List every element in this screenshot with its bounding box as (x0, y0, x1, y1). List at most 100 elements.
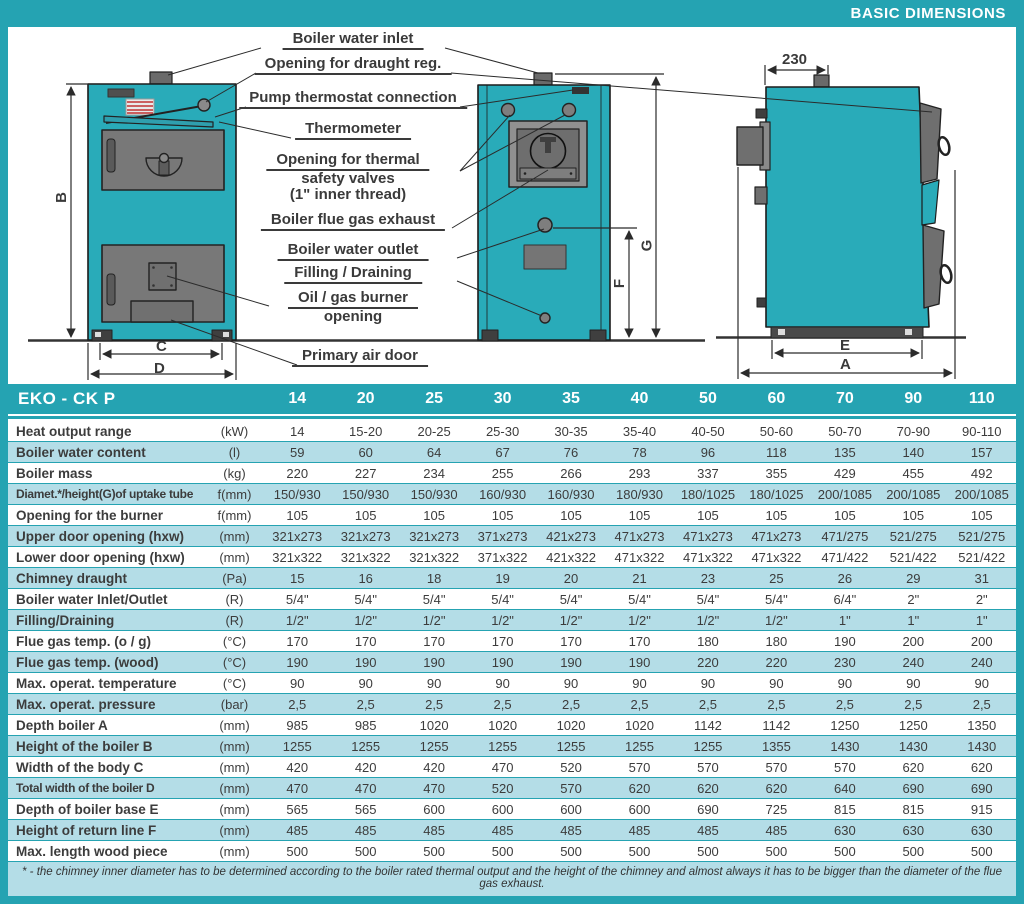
spec-cell: 471x322 (605, 546, 674, 568)
callout-thermal-safety-valves: Opening for thermal safety valves (1" in… (266, 152, 430, 203)
spec-cell: 240 (947, 651, 1016, 673)
spec-row-unit: (bar) (206, 693, 263, 715)
spec-cell: 266 (536, 462, 606, 484)
spec-cell: 485 (742, 819, 811, 841)
table-row: Max. operat. temperature (°C) 90 90 90 90 90 90… (8, 672, 1016, 694)
spec-cell: 5/4" (536, 588, 606, 610)
spec-cell: 90 (536, 672, 606, 694)
spec-cell: 1/2" (331, 609, 400, 631)
spec-cell: 25-30 (468, 421, 537, 442)
spec-cell: 500 (605, 840, 674, 862)
spec-cell: 815 (810, 798, 880, 820)
spec-cell: 485 (673, 819, 743, 841)
spec-cell: 59 (263, 441, 332, 463)
spec-cell: 1/2" (536, 609, 606, 631)
spec-cell: 6/4" (810, 588, 880, 610)
spec-cell: 170 (399, 630, 469, 652)
dim-label-F: F (611, 278, 629, 289)
table-row: Diamet.*/height(G)of uptake tube f(mm) 150… (8, 483, 1016, 505)
callout-pump-thermostat: Pump thermostat connection (239, 90, 467, 109)
spec-cell: 985 (263, 714, 332, 736)
table-row: Height of return line F (mm) 485 485 485 485 4… (8, 819, 1016, 841)
callout-label: Oil / gas burner (287, 290, 419, 309)
door-handle (158, 152, 170, 164)
spec-cell: 521/275 (879, 525, 948, 547)
spec-cell: 90 (742, 672, 811, 694)
spec-row-label: Max. length wood piece (8, 840, 206, 862)
table-row: Height of the boiler B (mm) 1255 1255 1255 12… (8, 735, 1016, 757)
spec-cell: 23 (673, 567, 743, 589)
spec-cell: 90-110 (947, 421, 1016, 442)
spec-cell: 2,5 (399, 693, 469, 715)
table-model-title: EKO - CK P (8, 384, 263, 414)
safety-valve-opening-right (561, 102, 577, 118)
spec-cell: 321x273 (331, 525, 400, 547)
spec-cell: 500 (331, 840, 400, 862)
spec-cell: 1255 (536, 735, 606, 757)
spec-row-label: Total width of the boiler D (8, 777, 206, 799)
spec-cell: 1255 (605, 735, 674, 757)
spec-cell: 1430 (947, 735, 1016, 757)
dim-label-C: C (156, 338, 167, 355)
spec-cell: 492 (947, 462, 1016, 484)
spec-row-unit: (mm) (206, 735, 263, 757)
spec-cell: 150/930 (331, 483, 400, 505)
spec-cell: 570 (673, 756, 743, 778)
spec-cell: 35-40 (605, 421, 674, 442)
spec-cell: 620 (742, 777, 811, 799)
spec-cell: 105 (263, 504, 332, 526)
spec-row-label: Height of return line F (8, 819, 206, 841)
spec-cell: 31 (947, 567, 1016, 589)
spec-cell: 5/4" (468, 588, 537, 610)
spec-cell: 5/4" (605, 588, 674, 610)
dim-label-A: A (840, 356, 851, 373)
leader-lines (166, 47, 933, 366)
spec-cell: 500 (263, 840, 332, 862)
spec-cell: 1/2" (263, 609, 332, 631)
spec-row-unit: (mm) (206, 798, 263, 820)
spec-cell: 2,5 (536, 693, 606, 715)
spec-cell: 570 (742, 756, 811, 778)
spec-row-unit: (mm) (206, 546, 263, 568)
spec-row-label: Width of the body C (8, 756, 206, 778)
spec-cell: 1255 (331, 735, 400, 757)
spec-cell: 321x273 (263, 525, 332, 547)
spec-cell: 500 (468, 840, 537, 862)
spec-cell: 20-25 (399, 421, 469, 442)
spec-cell: 1020 (468, 714, 537, 736)
spec-cell: 520 (468, 777, 537, 799)
spec-cell: 160/930 (536, 483, 606, 505)
spec-cell: 471x273 (742, 525, 811, 547)
spec-cell: 70-90 (879, 421, 948, 442)
spec-cell: 470 (331, 777, 400, 799)
top-banner: BASIC DIMENSIONS (0, 0, 1024, 27)
table-header-row: EKO - CK P 14 20 25 30 35 40 50 60 70 90 110 (8, 384, 1016, 414)
spec-cell: 565 (263, 798, 332, 820)
spec-cell: 1" (810, 609, 880, 631)
spec-row-label: Flue gas temp. (o / g) (8, 630, 206, 652)
spec-cell: 180/1025 (673, 483, 743, 505)
spec-cell: 2,5 (468, 693, 537, 715)
spec-cell: 500 (536, 840, 606, 862)
spec-cell: 2,5 (742, 693, 811, 715)
spec-cell: 1020 (399, 714, 469, 736)
spec-row-label: Boiler water content (8, 441, 206, 463)
spec-cell: 5/4" (742, 588, 811, 610)
table-row: Depth boiler A (mm) 985 985 1020 1020 1020 1020… (8, 714, 1016, 736)
spec-cell: 90 (673, 672, 743, 694)
spec-cell: 371x322 (468, 546, 537, 568)
spec-cell: 15-20 (331, 421, 400, 442)
callout-label: Pump thermostat connection (239, 90, 467, 109)
spec-cell: 1/2" (673, 609, 743, 631)
spec-cell: 2,5 (673, 693, 743, 715)
spec-cell: 105 (331, 504, 400, 526)
spec-cell: 521/422 (947, 546, 1016, 568)
spec-cell: 170 (331, 630, 400, 652)
spec-cell: 485 (468, 819, 537, 841)
spec-cell: 471x273 (673, 525, 743, 547)
callout-label: Boiler water inlet (282, 31, 424, 50)
spec-cell: 600 (536, 798, 606, 820)
spec-cell: 90 (468, 672, 537, 694)
spec-cell: 180/1025 (742, 483, 811, 505)
spec-row-unit: (mm) (206, 819, 263, 841)
